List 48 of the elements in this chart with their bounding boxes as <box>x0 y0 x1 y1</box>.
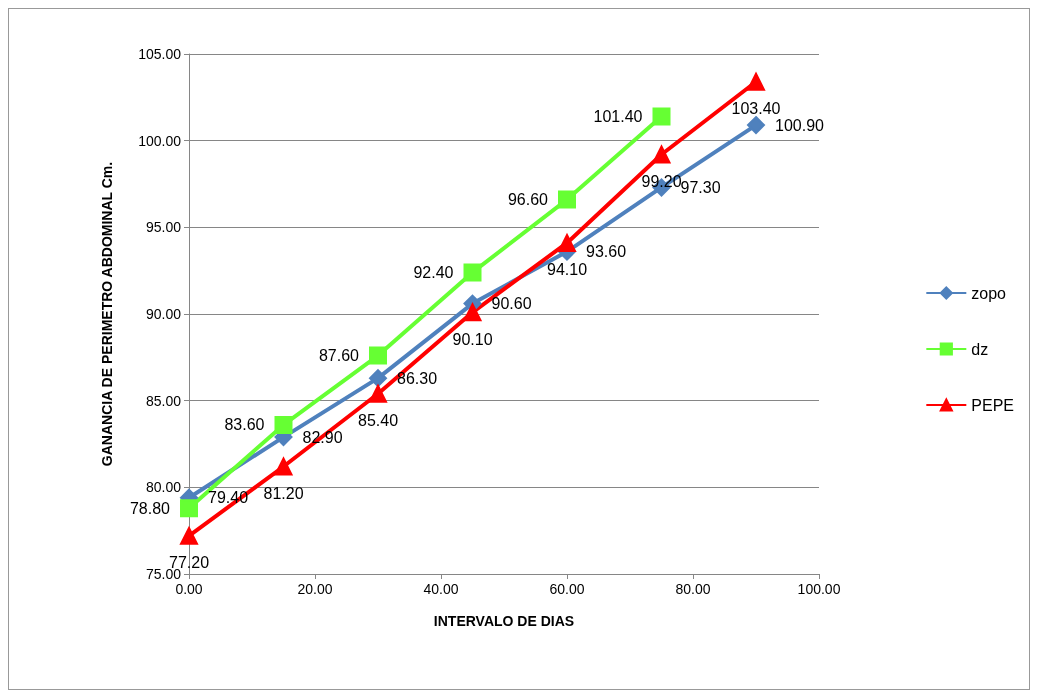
data-label: 78.80 <box>129 499 171 517</box>
data-label: 96.60 <box>507 191 549 209</box>
point <box>747 116 765 135</box>
data-label: 86.30 <box>397 369 438 387</box>
point <box>369 384 387 403</box>
x-tick-label: 60.00 <box>549 581 585 597</box>
point <box>369 369 387 388</box>
data-label: 92.40 <box>413 263 454 281</box>
data-label: 101.40 <box>593 107 643 125</box>
data-label: 90.10 <box>452 330 493 348</box>
point <box>180 526 198 545</box>
x-tick-label: 20.00 <box>297 581 333 597</box>
y-tick-label: 100.00 <box>138 132 182 149</box>
x-tick-label: 80.00 <box>675 581 711 597</box>
data-label: 83.60 <box>224 416 265 434</box>
data-label: 81.20 <box>263 485 304 503</box>
data-label: 87.60 <box>318 347 360 365</box>
data-label: 100.90 <box>775 116 825 134</box>
x-axis-title: INTERVALO DE DIAS <box>433 613 575 629</box>
data-label: 97.30 <box>680 178 721 196</box>
x-tick-label: 0.00 <box>175 581 203 597</box>
data-label: 90.60 <box>491 295 532 313</box>
x-tick-label: 40.00 <box>423 581 459 597</box>
y-tick-label: 85.00 <box>145 392 182 409</box>
point <box>274 457 293 476</box>
point <box>463 303 482 322</box>
legend-label: PEPE <box>971 396 1014 414</box>
x-tick-label: 100.00 <box>797 581 841 597</box>
data-label: 94.10 <box>546 261 588 279</box>
point <box>652 107 671 126</box>
point <box>463 263 482 282</box>
data-label: 85.40 <box>357 412 399 430</box>
data-label: 93.60 <box>586 243 627 261</box>
y-tick-label: 105.00 <box>138 46 182 62</box>
point <box>652 145 671 164</box>
legend-label: dz <box>971 340 989 358</box>
y-tick-label: 95.00 <box>145 219 182 236</box>
point <box>747 72 765 91</box>
y-tick-label: 90.00 <box>145 306 182 322</box>
point <box>558 190 576 209</box>
y-tick-label: 80.00 <box>145 479 182 496</box>
point <box>274 415 293 434</box>
point <box>558 233 576 252</box>
y-axis-title: GANANCIA DE PERIMETRO ABDOMINAL Cm. <box>99 161 115 467</box>
legend-label: zopo <box>971 284 1007 302</box>
point <box>369 346 387 365</box>
point <box>180 499 198 518</box>
data-label: 103.40 <box>731 100 781 118</box>
